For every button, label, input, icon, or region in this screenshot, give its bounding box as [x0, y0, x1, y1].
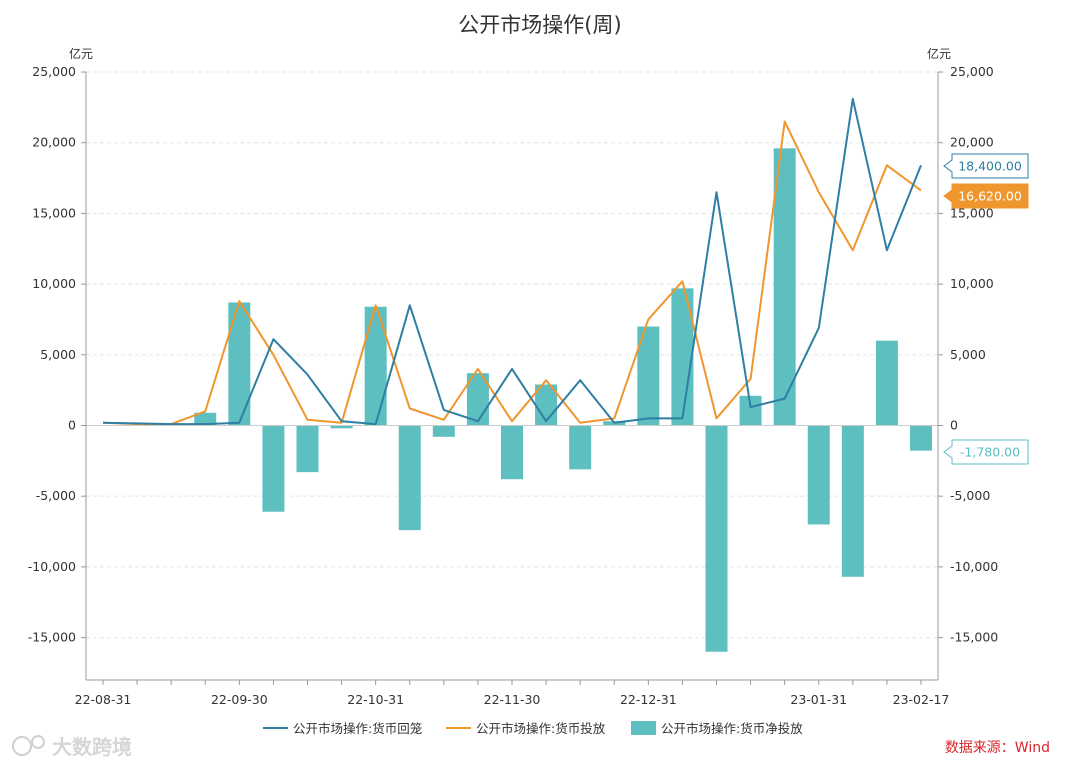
bar-net	[739, 395, 762, 426]
bar-net	[194, 412, 217, 426]
end-value-tag-box	[943, 439, 1029, 465]
bar-net	[875, 340, 898, 426]
y-tick-label-right: 15,000	[950, 205, 994, 220]
legend-label-net: 公开市场操作:货币净投放	[661, 721, 803, 736]
x-tick-label: 23-02-17	[893, 692, 950, 707]
end-value-tag: 16,620.00	[943, 183, 1029, 209]
bar-net	[841, 425, 864, 577]
grid-lines	[86, 71, 938, 639]
end-value-tag: 18,400.00	[943, 153, 1029, 179]
legend-label-withdraw: 公开市场操作:货币回笼	[293, 721, 422, 736]
y-tick-label-right: -10,000	[950, 559, 998, 574]
x-tick-label: 22-10-31	[347, 692, 404, 707]
bar-net	[910, 425, 932, 451]
end-value-tag-text: -1,780.00	[960, 445, 1020, 460]
watermark: 大数跨境	[12, 735, 132, 759]
bar-net	[501, 425, 523, 480]
y-tick-label-left: 10,000	[32, 276, 76, 291]
y-tick-label-right: 5,000	[950, 347, 986, 362]
y-tick-label-left: 20,000	[32, 135, 76, 150]
axes: 25,000 25,000 20,000 20,000 15,000 15,000 10,0…	[28, 64, 999, 707]
x-tick-label: 23-01-31	[790, 692, 847, 707]
bar-net	[705, 425, 728, 652]
y-tick-label-right: 25,000	[950, 64, 994, 79]
end-value-tag-box	[943, 183, 1029, 209]
y-tick-label-left: -15,000	[28, 630, 76, 645]
y-tick-label-left: -5,000	[36, 488, 76, 503]
bar-net	[398, 425, 421, 531]
bar-net	[262, 425, 285, 512]
x-tick-label: 22-09-30	[211, 692, 268, 707]
y-tick-label-right: 10,000	[950, 276, 994, 291]
y-tick-label-right: -15,000	[950, 630, 998, 645]
y-tick-label-right: 20,000	[950, 135, 994, 150]
y-tick-label-left: 25,000	[32, 64, 76, 79]
bar-net	[432, 425, 455, 437]
legend-label-inject: 公开市场操作:货币投放	[476, 721, 606, 736]
data-source: 数据来源：Wind	[945, 740, 1050, 756]
legend: 公开市场操作:货币回笼 公开市场操作:货币投放 公开市场操作:货币净投放	[263, 721, 803, 736]
bar-net	[773, 148, 796, 426]
y-tick-label-left: -10,000	[28, 559, 76, 574]
y-tick-label-right: -5,000	[950, 488, 990, 503]
end-value-tag: -1,780.00	[943, 439, 1029, 465]
line-inject	[102, 120, 922, 426]
bar-net	[671, 288, 694, 426]
right-axis-unit: 亿元	[927, 46, 951, 61]
chart-title: 公开市场操作(周)	[458, 13, 621, 37]
end-value-tag-text: 16,620.00	[958, 189, 1022, 204]
end-value-tag-text: 18,400.00	[958, 159, 1022, 174]
bar-net	[569, 425, 592, 470]
bar-net	[637, 326, 660, 426]
bar-net	[296, 425, 319, 473]
end-value-tag-box	[943, 153, 1029, 179]
y-tick-label-left: 15,000	[32, 205, 76, 220]
x-tick-label: 22-11-30	[484, 692, 541, 707]
bar-net	[330, 425, 353, 429]
y-tick-label-left: 0	[68, 417, 76, 432]
bar-net	[228, 302, 251, 426]
bar-net	[807, 425, 830, 525]
y-tick-label-right: 0	[950, 417, 958, 432]
watermark-text: 大数跨境	[52, 735, 132, 759]
left-axis-unit: 亿元	[69, 46, 93, 61]
bar-net	[364, 306, 387, 426]
end-value-tags: 18,400.00 16,620.00 -1,780.00	[943, 153, 1029, 465]
y-tick-label-left: 5,000	[40, 347, 76, 362]
line-withdraw	[102, 97, 922, 426]
line-series	[102, 97, 922, 426]
watermark-logo-icon	[12, 736, 32, 756]
legend-swatch-net	[631, 721, 656, 735]
x-tick-label: 22-12-31	[620, 692, 677, 707]
x-tick-label: 22-08-31	[75, 692, 132, 707]
